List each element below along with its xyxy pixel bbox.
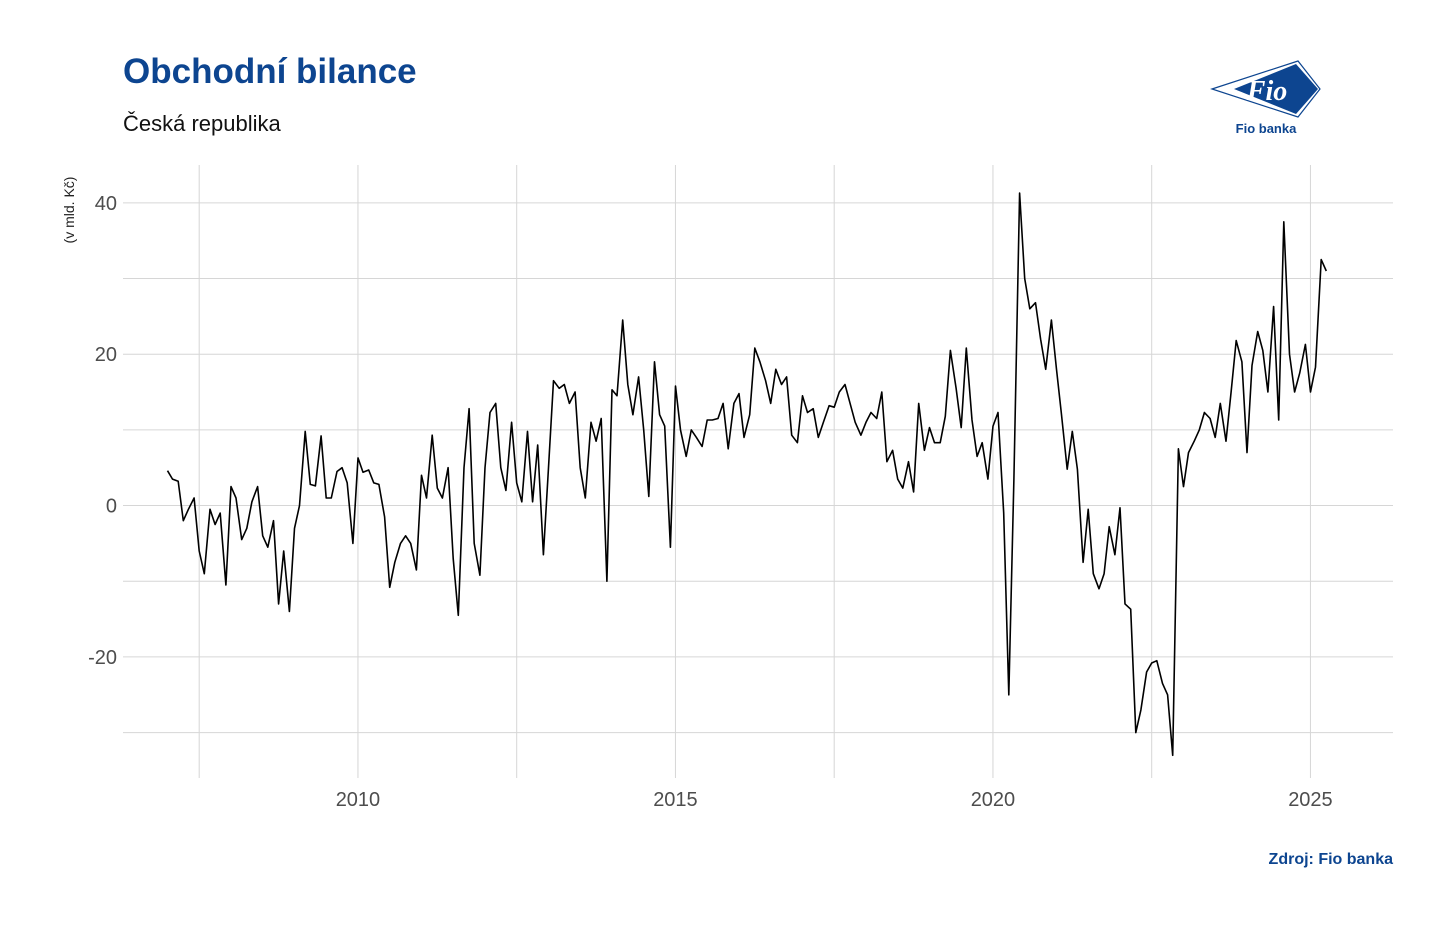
y-tick-label: 40 <box>95 193 117 215</box>
x-tick-label: 2010 <box>336 789 381 811</box>
grid <box>123 165 1393 778</box>
y-tick-label: 20 <box>95 344 117 366</box>
x-tick-label: 2020 <box>971 789 1016 811</box>
chart-title: Obchodní bilance <box>123 52 417 91</box>
fio-logo-mark-icon: Fio <box>1210 60 1321 118</box>
logo-text: Fio banka <box>1235 121 1297 136</box>
source-note: Zdroj: Fio banka <box>1268 851 1393 868</box>
y-tick-label: 0 <box>106 496 117 518</box>
fio-logo-glyph: Fio <box>1246 76 1287 107</box>
x-axis-ticks: 2010 2015 2020 2025 <box>336 789 1333 811</box>
y-tick-label: -20 <box>88 647 117 669</box>
y-axis-ticks: -20 0 20 40 <box>88 193 117 669</box>
series-line <box>166 192 1328 757</box>
x-tick-label: 2025 <box>1288 789 1333 811</box>
y-axis-label: (v mld. Kč) <box>61 177 77 244</box>
chart-subtitle: Česká republika <box>123 111 281 136</box>
fio-banka-logo: Fio Fio banka <box>1210 58 1322 140</box>
x-tick-label: 2015 <box>653 789 698 811</box>
